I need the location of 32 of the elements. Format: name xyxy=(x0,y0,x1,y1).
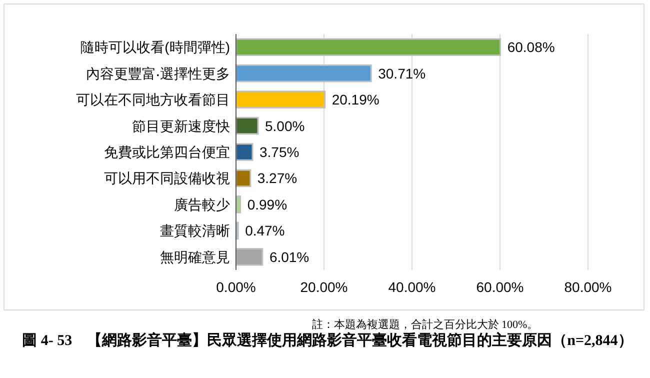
y-tick-label: 可以在不同地方收看節目 xyxy=(76,92,230,108)
bar xyxy=(235,169,252,188)
text: 註：本題為複選題，合計之百分比大於 100%。 xyxy=(312,318,538,331)
y-tick-label: 內容更豐富‧選擇性更多 xyxy=(86,65,230,82)
y-tick-label: 免費或比第四台便宜 xyxy=(104,144,230,160)
data-label: 3.27% xyxy=(257,170,298,186)
data-label: 3.75% xyxy=(260,144,300,160)
bar xyxy=(235,38,502,56)
x-tick-label: 80.00% xyxy=(564,279,612,295)
y-tick-label: 隨時可以收看(時間彈性) xyxy=(80,39,230,56)
y-tick-label: 節目更新速度快 xyxy=(132,118,230,134)
text: 圖 4- 53 【網路影音平臺】民眾選擇使用網路影音平臺收看電視節目的主要原因（n=2,844） xyxy=(21,332,634,351)
bar xyxy=(235,64,372,82)
x-tick-label: 0.00% xyxy=(216,279,256,295)
bar xyxy=(235,90,326,108)
x-tick-label: 60.00% xyxy=(476,279,524,295)
y-tick-label: 無明確意見 xyxy=(160,248,230,265)
data-label: 20.19% xyxy=(332,92,380,108)
data-label: 60.08% xyxy=(507,39,555,56)
bar xyxy=(235,248,264,266)
bar xyxy=(235,143,254,161)
y-tick-label: 可以用不同設備收視 xyxy=(104,170,230,186)
x-tick-label: 20.00% xyxy=(300,279,348,295)
data-label: 30.71% xyxy=(378,65,426,82)
data-label: 0.47% xyxy=(245,222,285,239)
y-tick-label: 廣告較少 xyxy=(174,196,230,212)
data-label: 5.00% xyxy=(265,118,305,134)
data-label: 0.99% xyxy=(247,196,288,212)
y-tick-label: 畫質較清晰 xyxy=(160,222,230,239)
data-label: 6.01% xyxy=(269,248,310,265)
bar xyxy=(235,116,259,135)
x-tick-label: 40.00% xyxy=(388,279,436,295)
